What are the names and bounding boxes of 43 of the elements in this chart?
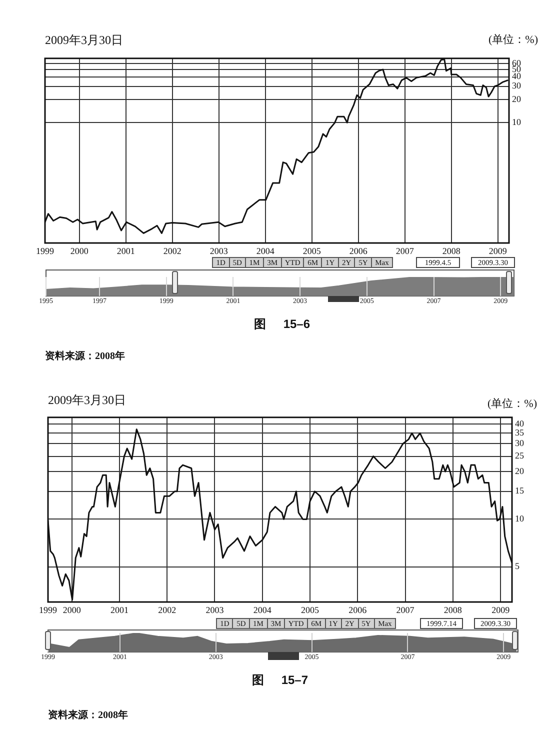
y-tick-label: 20 [515, 466, 524, 476]
x-tick-label: 2005 [301, 604, 320, 615]
y-tick-label: 20 [512, 94, 522, 104]
y-axis-title: (单位：%) [488, 397, 537, 411]
text: 资料来源：2008年 [45, 351, 125, 363]
caption: 图 15–6 [252, 317, 312, 331]
x-tick-label: 2006 [348, 604, 368, 615]
caption: 图 15–7 [250, 673, 310, 687]
x-tick-label: 2002 [158, 604, 176, 615]
x-tick-label: 2005 [302, 246, 322, 256]
y-tick-label: 25 [515, 450, 524, 461]
x-tick-label: 2007 [396, 246, 414, 256]
x-tick-label: 2001 [110, 604, 128, 615]
y-tick-label: 60 [512, 58, 522, 68]
x-tick-label: 2008 [444, 604, 462, 615]
y-tick-label: 40 [512, 71, 522, 82]
x-tick-label: 1999 [39, 604, 58, 615]
chart-title: 2009年3月30日 [48, 393, 126, 407]
x-tick-label: 2009 [488, 246, 508, 256]
x-tick-label: 2003 [206, 604, 224, 615]
x-tick-label: 2002 [163, 246, 182, 256]
x-tick-label: 2000 [70, 246, 89, 256]
x-tick-label: 2009 [492, 604, 510, 615]
y-tick-label: 10 [512, 116, 522, 127]
x-tick-label: 2007 [396, 604, 415, 615]
y-tick-label: 15 [515, 486, 524, 496]
x-tick-label: 2004 [253, 604, 272, 615]
x-tick-label: 2001 [116, 246, 135, 256]
y-tick-label: 10 [515, 514, 524, 524]
y-axis-title: (单位：%) [488, 33, 538, 47]
chart-title: 2009年3月30日 [45, 33, 123, 47]
x-tick-label: 1999 [36, 246, 54, 256]
y-tick-label: 30 [515, 438, 524, 448]
y-tick-label: 5 [515, 561, 520, 572]
y-tick-label: 35 [515, 427, 524, 438]
text: 资料来源：2008年 [48, 710, 128, 722]
x-tick-label: 2008 [442, 246, 461, 256]
x-tick-label: 2000 [62, 604, 82, 615]
x-tick-label: 2006 [349, 246, 368, 256]
x-tick-label: 2004 [256, 246, 275, 256]
y-tick-label: 30 [512, 80, 522, 91]
y-tick-label: 40 [515, 418, 524, 428]
x-tick-label: 2003 [210, 246, 228, 256]
